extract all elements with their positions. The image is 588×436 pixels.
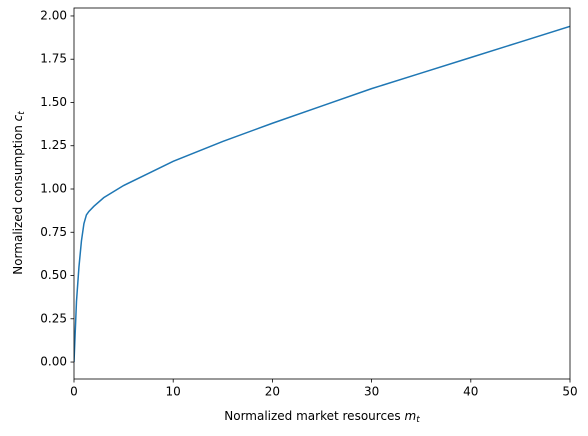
y-axis-label: Normalized consumption ct — [11, 111, 27, 275]
y-tick-label: 1.50 — [40, 95, 67, 109]
y-tick-label: 1.25 — [40, 138, 67, 152]
x-label-text: Normalized market resources — [224, 409, 400, 423]
y-tick-label: 1.00 — [40, 182, 67, 196]
x-tick-label: 40 — [463, 385, 478, 399]
y-tick-label: 0.75 — [40, 225, 67, 239]
y-tick-label: 0.00 — [40, 355, 67, 369]
x-label-subscript: t — [416, 415, 420, 425]
y-tick-label: 2.00 — [40, 8, 67, 22]
x-tick-label: 0 — [70, 385, 78, 399]
x-tick-label: 30 — [364, 385, 379, 399]
x-axis-label: Normalized market resources mt — [224, 409, 420, 425]
y-tick-label: 1.75 — [40, 52, 67, 66]
y-label-subscript: t — [17, 111, 27, 115]
line-series — [74, 25, 570, 363]
plot-frame — [73, 7, 571, 380]
y-tick-label: 0.50 — [40, 268, 67, 282]
y-tick-label: 0.25 — [40, 311, 67, 325]
x-tick-label: 50 — [562, 385, 577, 399]
y-label-text: Normalized consumption — [11, 125, 25, 275]
x-label-symbol: m — [405, 409, 417, 423]
x-tick-label: 10 — [166, 385, 181, 399]
x-tick-label: 20 — [265, 385, 280, 399]
y-label-symbol: c — [11, 114, 25, 121]
